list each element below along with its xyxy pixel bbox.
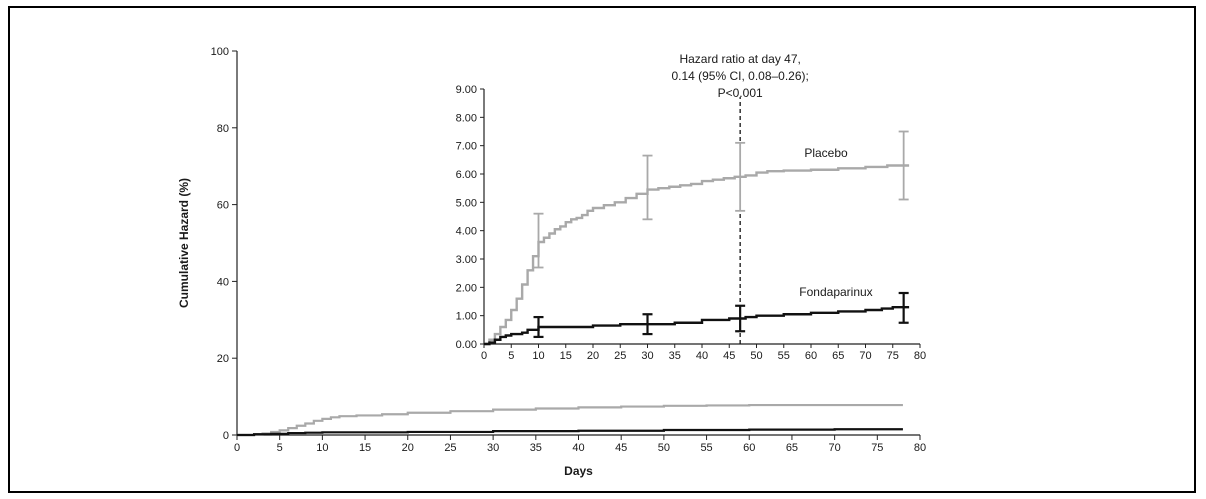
figure-frame <box>8 6 1196 493</box>
main-x-tick-label: 70 <box>829 442 841 454</box>
main-y-tick-label: 0 <box>223 430 229 442</box>
inset-plot <box>480 88 921 348</box>
main-x-tick-label: 50 <box>658 442 670 454</box>
inset-placebo-line <box>484 164 910 346</box>
inset-x-tick-label: 35 <box>669 350 681 362</box>
series-label-fondaparinux: Fondaparinux <box>799 285 872 299</box>
inset-x-tick-label: 30 <box>641 350 653 362</box>
inset-x-tick-label: 65 <box>832 350 844 362</box>
inset-x-tick-label: 20 <box>587 350 599 362</box>
main-x-tick-label: 45 <box>615 442 627 454</box>
inset-y-tick-label: 8.00 <box>456 112 477 124</box>
inset-x-tick-label: 75 <box>887 350 899 362</box>
inset-y-tick-label: 9.00 <box>456 84 477 96</box>
main-x-tick-label: 25 <box>444 442 456 454</box>
inset-x-tick-label: 60 <box>805 350 817 362</box>
inset-y-tick-label: 3.00 <box>456 254 477 266</box>
inset-x-tick-label: 50 <box>750 350 762 362</box>
main-x-tick-label: 65 <box>786 442 798 454</box>
inset-fondaparinux-line <box>484 305 910 346</box>
hazard-ratio-annotation: Hazard ratio at day 47, <box>679 52 800 66</box>
main-y-tick-label: 60 <box>217 200 229 212</box>
main-series-0-line <box>237 403 903 437</box>
main-x-tick-label: 20 <box>402 442 414 454</box>
inset-x-tick-label: 0 <box>481 350 487 362</box>
main-y-tick-label: 20 <box>217 353 229 365</box>
main-x-tick-label: 80 <box>914 442 926 454</box>
main-series-1-line <box>237 428 903 437</box>
main-x-axis-title: Days <box>564 464 593 478</box>
inset-x-tick-label: 70 <box>859 350 871 362</box>
main-x-tick-label: 35 <box>530 442 542 454</box>
inset-y-tick-label: 6.00 <box>456 169 477 181</box>
inset-y-tick-label: 4.00 <box>456 226 477 238</box>
main-y-axis-title: Cumulative Hazard (%) <box>177 178 191 308</box>
main-x-tick-label: 0 <box>234 442 240 454</box>
main-y-tick-label: 80 <box>217 123 229 135</box>
main-x-tick-label: 30 <box>487 442 499 454</box>
inset-x-tick-label: 10 <box>532 350 544 362</box>
main-x-tick-label: 40 <box>572 442 584 454</box>
inset-x-tick-label: 45 <box>723 350 735 362</box>
inset-y-tick-label: 1.00 <box>456 311 477 323</box>
inset-x-tick-label: 40 <box>696 350 708 362</box>
hazard-ratio-annotation: 0.14 (95% CI, 0.08–0.26); <box>671 69 808 83</box>
main-plot <box>232 50 921 440</box>
main-x-tick-label: 5 <box>277 442 283 454</box>
main-y-tick-label: 40 <box>217 276 229 288</box>
hazard-ratio-annotation: P<0.001 <box>718 86 763 100</box>
inset-y-tick-label: 0.00 <box>456 339 477 351</box>
main-x-tick-label: 15 <box>359 442 371 454</box>
inset-x-tick-label: 5 <box>508 350 514 362</box>
inset-x-tick-label: 80 <box>914 350 926 362</box>
inset-x-tick-label: 15 <box>560 350 572 362</box>
series-label-placebo: Placebo <box>804 146 848 160</box>
inset-y-tick-label: 2.00 <box>456 282 477 294</box>
inset-x-tick-label: 55 <box>778 350 790 362</box>
main-x-tick-label: 75 <box>871 442 883 454</box>
inset-y-tick-label: 5.00 <box>456 197 477 209</box>
main-y-tick-label: 100 <box>211 46 229 58</box>
main-x-tick-label: 60 <box>743 442 755 454</box>
main-x-tick-label: 55 <box>700 442 712 454</box>
main-x-tick-label: 10 <box>316 442 328 454</box>
inset-y-tick-label: 7.00 <box>456 141 477 153</box>
inset-x-tick-label: 25 <box>614 350 626 362</box>
